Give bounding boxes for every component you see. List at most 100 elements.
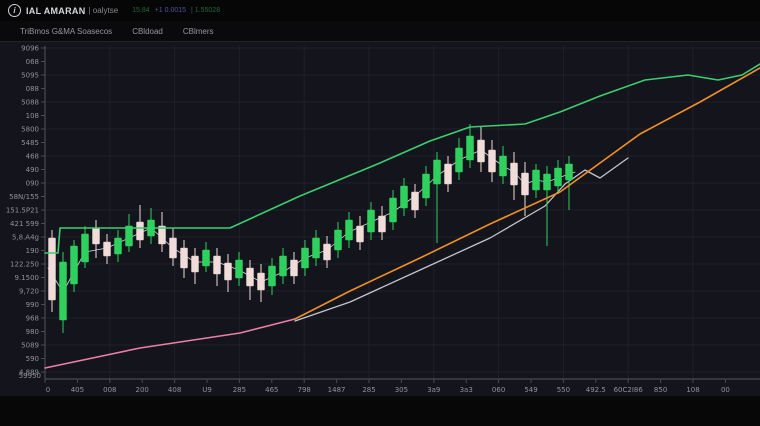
- x-axis-label: 60C2I86: [614, 386, 644, 394]
- candle-bear: [488, 140, 496, 182]
- x-axis-label: 108: [686, 386, 699, 394]
- candle-body: [521, 172, 529, 196]
- candle-body: [411, 191, 419, 211]
- y-axis-label: 9096: [21, 45, 39, 53]
- candle-body: [345, 219, 353, 241]
- ma-gray: [294, 157, 629, 322]
- candle-body: [114, 237, 122, 255]
- candle-bull: [367, 202, 375, 240]
- y-axis-label: 151.5P21: [6, 207, 39, 215]
- tab-sources[interactable]: TriBmos G&MA Soasecos: [20, 26, 113, 36]
- info-icon[interactable]: i: [8, 4, 21, 17]
- candle-body: [202, 249, 210, 267]
- candle-bear: [169, 228, 177, 266]
- candle-bull: [268, 258, 276, 295]
- candle-bull: [554, 160, 562, 194]
- candle-bull: [422, 166, 430, 206]
- candle-bull: [301, 240, 309, 276]
- y-axis-label: 490: [26, 166, 39, 174]
- candle-body: [367, 209, 375, 233]
- candle-bear: [213, 248, 221, 286]
- candle-bear: [246, 260, 254, 300]
- header-bar: i IAL AMARAN | oalytse 15.84 +1 0.0015 |…: [0, 0, 760, 21]
- y-axis-label: 4.889: [19, 369, 39, 377]
- y-axis-label: 190: [26, 247, 39, 255]
- overlay-lines-layer: [44, 63, 760, 320]
- candle-body: [246, 267, 254, 287]
- y-axis-label: 088: [26, 85, 39, 93]
- ma-orange: [294, 67, 760, 320]
- candle-body: [554, 167, 562, 187]
- candle-body: [532, 169, 540, 191]
- axis-labels-layer: 9096 068 5095 088 5088 108 5800 5485 468 490 090 58…: [6, 45, 730, 395]
- candle-body: [510, 162, 518, 186]
- candle-bear: [191, 248, 199, 284]
- candle-body: [81, 233, 89, 263]
- candle-bull: [565, 156, 573, 210]
- candle-body: [235, 259, 243, 279]
- x-axis-label: 285: [233, 386, 246, 394]
- x-axis-label: U9: [202, 386, 212, 394]
- y-axis-label: 990: [26, 301, 39, 309]
- candle-body: [59, 261, 67, 321]
- candle-body: [191, 255, 199, 273]
- y-axis-label: 108: [26, 112, 39, 120]
- y-axis-label: 468: [26, 153, 39, 161]
- candle-body: [125, 225, 133, 247]
- tab-others[interactable]: CBlmers: [182, 26, 214, 36]
- candle-body: [499, 155, 507, 177]
- candle-bull: [532, 164, 540, 198]
- candle-bull: [59, 252, 67, 333]
- candle-bear: [48, 230, 56, 312]
- x-axis-label: 1487: [328, 386, 346, 394]
- x-axis-label: 405: [71, 386, 84, 394]
- axis-layer: [41, 46, 760, 383]
- y-axis-label: 968: [26, 315, 39, 323]
- x-axis-label: 200: [136, 386, 149, 394]
- candle-body: [279, 255, 287, 277]
- y-axis-label: 58N/155: [9, 193, 39, 201]
- tab-bar: TriBmos G&MA Soasecos CBldoad CBlmers: [0, 21, 760, 42]
- tab-download[interactable]: CBldoad: [132, 26, 163, 36]
- x-axis-label: 465: [265, 386, 278, 394]
- candle-body: [565, 163, 573, 181]
- candle-bull: [70, 240, 78, 292]
- candle-bull: [81, 226, 89, 268]
- candle-body: [455, 147, 463, 173]
- x-axis-label: 00: [721, 386, 730, 394]
- candle-bear: [323, 236, 331, 268]
- candle-bull: [466, 124, 474, 168]
- ma-pink: [44, 318, 296, 369]
- x-axis-label: 492.5: [586, 386, 606, 394]
- candle-bear: [510, 152, 518, 200]
- candle-bear: [290, 252, 298, 284]
- candle-body: [466, 135, 474, 161]
- candle-bull: [312, 230, 320, 266]
- candle-body: [268, 265, 276, 287]
- candle-body: [323, 243, 331, 261]
- y-axis-label: 122.250: [10, 261, 39, 269]
- candle-bull: [543, 166, 551, 246]
- y-axis-label: 5095: [21, 72, 39, 80]
- x-axis-label: 798: [298, 386, 311, 394]
- upper-band-green: [44, 63, 760, 254]
- candle-bull: [499, 146, 507, 184]
- candle-body: [422, 173, 430, 199]
- candle-bull: [389, 190, 397, 230]
- candle-body: [48, 237, 56, 301]
- x-axis-label: 550: [557, 386, 570, 394]
- candle-body: [400, 185, 408, 209]
- symbol-subtitle: | oalytse: [88, 6, 119, 15]
- y-axis-label: 9.1500: [15, 274, 40, 282]
- footer-strip: [0, 396, 760, 426]
- y-axis-label: 5,8.A4g: [12, 234, 39, 242]
- candle-body: [301, 247, 309, 269]
- y-axis-label: 5800: [21, 126, 39, 134]
- x-axis-label: 3a9: [427, 386, 440, 394]
- candle-body: [257, 272, 265, 291]
- candle-body: [290, 259, 298, 277]
- candle-bull: [125, 214, 133, 252]
- candle-body: [312, 237, 320, 259]
